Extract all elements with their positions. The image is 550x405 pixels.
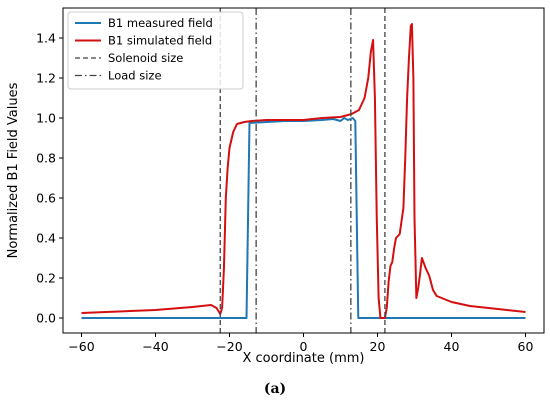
- x-tick-label: 0: [300, 339, 308, 354]
- legend-label-b1-simulated-field: B1 simulated field: [108, 34, 212, 48]
- series-line-b1-simulated-field: [81, 23, 526, 319]
- x-tick-label: −40: [142, 339, 168, 354]
- y-tick-label: 0.6: [36, 191, 56, 206]
- x-tick-label: 60: [518, 339, 534, 354]
- y-tick-label: 0.0: [36, 311, 56, 326]
- vline-layer: [219, 8, 386, 333]
- legend-label-load-size: Load size: [108, 69, 162, 83]
- series-layer: [81, 23, 526, 319]
- x-axis: −60 −40 −20 0 20 40 60: [68, 333, 533, 354]
- x-tick-label: 20: [370, 339, 386, 354]
- legend-label-b1-measured-field: B1 measured field: [108, 16, 213, 30]
- figure-caption: (a): [264, 381, 286, 397]
- y-tick-label: 1.0: [36, 111, 56, 126]
- x-tick-label: 40: [444, 339, 460, 354]
- y-axis-label: Normalized B1 Field Values: [6, 82, 21, 258]
- x-axis-label: X coordinate (mm): [243, 351, 365, 366]
- y-tick-label: 1.2: [36, 71, 56, 86]
- y-tick-label: 0.8: [36, 151, 56, 166]
- legend: B1 measured field B1 simulated field Solen…: [67, 11, 244, 90]
- y-tick-label: 0.4: [36, 231, 56, 246]
- x-tick-label: −60: [68, 339, 94, 354]
- x-tick-label: −20: [216, 339, 242, 354]
- legend-label-solenoid-size: Solenoid size: [108, 51, 183, 65]
- y-axis: 0.0 0.2 0.4 0.6 0.8 1.0 1.2 1.4: [36, 31, 63, 326]
- series-line-b1-measured-field: [81, 117, 526, 319]
- y-tick-label: 1.4: [36, 31, 56, 46]
- legend-box: [67, 11, 244, 90]
- y-tick-label: 0.2: [36, 271, 56, 286]
